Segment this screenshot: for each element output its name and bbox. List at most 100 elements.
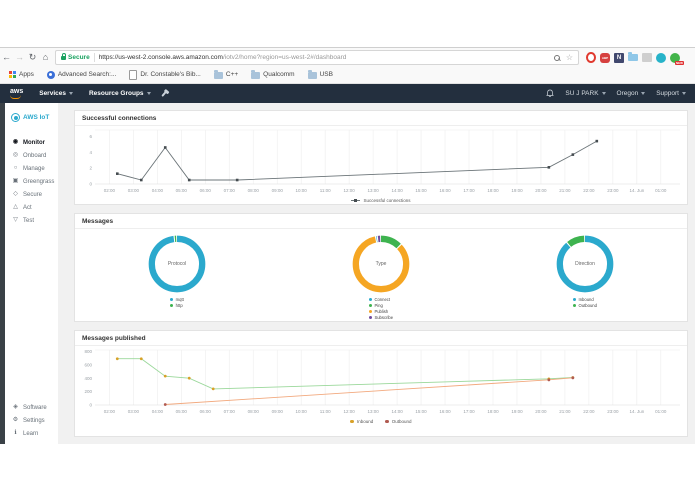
x-tick-label: 01:00	[655, 188, 667, 193]
protocol-donut-label: Protocol	[167, 261, 187, 267]
reload-icon[interactable]: ↻	[28, 52, 37, 62]
zoom-icon[interactable]	[553, 54, 560, 61]
manage-icon: ○	[13, 165, 18, 171]
sidebar-item-software[interactable]: ◈ Software	[5, 401, 58, 414]
type-donut-legend: Connect Ping Publish Subscribe	[368, 297, 393, 320]
address-bar[interactable]: Secure https://us-west-2.console.aws.ama…	[55, 50, 579, 65]
legend-item: Connect	[368, 297, 393, 302]
legend-item: Outbound	[385, 419, 412, 424]
x-tick-label: 12:00	[344, 409, 356, 414]
forward-icon[interactable]: →	[15, 52, 24, 62]
teal-circle-extension-icon[interactable]	[656, 52, 666, 63]
services-menu[interactable]: Services	[39, 90, 73, 97]
sidebar-item-greengrass[interactable]: ▣ Greengrass	[5, 175, 58, 188]
bookmark-label: Advanced Search:...	[57, 71, 117, 78]
folder-extension-icon[interactable]	[628, 52, 638, 63]
legend-item: Successful connections	[351, 198, 411, 203]
aws-logo[interactable]: aws	[10, 87, 24, 99]
x-tick-label: 14:00	[391, 188, 403, 193]
x-tick-label: 23:00	[607, 409, 619, 414]
x-tick-label: 08:00	[248, 188, 260, 193]
legend-item: http	[170, 303, 184, 308]
connections-legend: Successful connections	[75, 195, 687, 206]
x-tick-label: 21:00	[559, 188, 571, 193]
aws-logo-text: aws	[10, 87, 24, 95]
y-tick-label: 200	[84, 389, 92, 394]
x-tick-label: 09:00	[272, 188, 284, 193]
red-ring-extension-icon[interactable]	[586, 52, 596, 63]
legend-dot-icon	[368, 316, 372, 319]
x-tick-label: 13:00	[367, 409, 379, 414]
y-tick-label: 2	[89, 166, 92, 171]
line-marker-icon	[351, 199, 361, 202]
legend-dot-icon	[573, 304, 577, 307]
legend-label: Inbound	[578, 297, 594, 302]
iot-sidebar: AWS IoT ◉ Monitor ◎ Onboard ○ Manage ▣ Green…	[5, 103, 58, 444]
legend-label: Outbound	[391, 419, 412, 424]
sidebar-item-learn[interactable]: ℹ Learn	[5, 427, 58, 440]
legend-item: Inbound	[573, 297, 597, 302]
x-tick-label: 07:00	[224, 188, 236, 193]
x-tick-label: 11:00	[320, 188, 331, 193]
bookmark-dr-constable[interactable]: Dr. Constable's Bib...	[129, 69, 201, 80]
legend-label: Publish	[374, 309, 389, 314]
folder-icon	[251, 69, 261, 79]
region-menu[interactable]: Oregon	[617, 90, 646, 97]
sidebar-item-secure[interactable]: ◇ Secure	[5, 188, 58, 201]
bookmark-folder-usb[interactable]: USB	[307, 69, 333, 79]
support-menu[interactable]: Support	[656, 90, 686, 97]
sidebar-item-manage[interactable]: ○ Manage	[5, 162, 58, 175]
aws-navbar: aws Services Resource Groups SU J PARK O…	[0, 84, 695, 103]
back-icon[interactable]: ←	[2, 52, 11, 62]
bookmark-star-icon[interactable]: ☆	[565, 52, 573, 62]
protocol-donut-cell: Protocol mqtt http	[97, 233, 257, 320]
legend-label: Connect	[374, 297, 391, 302]
page-icon	[129, 69, 138, 80]
user-menu[interactable]: SU J PARK	[565, 90, 606, 97]
direction-donut-legend: Inbound Outbound	[573, 297, 597, 308]
x-tick-label: 04:00	[152, 409, 164, 414]
legend-item: Publish	[368, 309, 393, 314]
browser-toolbar: ← → ↻ ⌂ Secure https://us-west-2.console…	[0, 47, 695, 67]
green-circle-extension-icon[interactable]: NEW	[670, 52, 684, 65]
pin-icon[interactable]	[160, 90, 167, 97]
bookmark-folder-qualcomm[interactable]: Qualcomm	[251, 69, 295, 79]
badge-icon	[46, 70, 55, 79]
sidebar-item-act[interactable]: △ Act	[5, 201, 58, 214]
y-tick-label: 0	[89, 182, 92, 187]
sidebar-item-onboard[interactable]: ◎ Onboard	[5, 149, 58, 162]
donut-row: Protocol mqtt http Type Connect Ping Publis…	[75, 229, 687, 320]
sidebar-footer: ◈ Software ⚙ Settings ℹ Learn	[5, 401, 58, 440]
sidebar-item-test[interactable]: ▽ Test	[5, 214, 58, 227]
adblock-extension-icon[interactable]: ABP	[600, 52, 610, 63]
bookmark-advanced-search[interactable]: Advanced Search:...	[46, 70, 117, 79]
resource-groups-menu[interactable]: Resource Groups	[89, 90, 151, 97]
data-point	[595, 139, 599, 143]
note-clipper-extension-icon[interactable]: N	[614, 52, 624, 63]
region-label: Oregon	[616, 90, 639, 97]
connections-panel: Successful connections 02:00 03:00 04:00 05…	[74, 110, 688, 205]
legend-dot-icon	[170, 298, 174, 301]
bookmark-label: C++	[225, 71, 239, 78]
home-icon[interactable]: ⌂	[42, 52, 49, 62]
apps-shortcut[interactable]: Apps	[9, 71, 34, 78]
x-tick-label: 09:00	[272, 409, 284, 414]
folder-icon	[307, 69, 317, 79]
x-tick-label: 18:00	[487, 188, 499, 193]
x-tick-label: 05:00	[176, 188, 188, 193]
greengrass-icon: ▣	[12, 178, 19, 184]
series-line	[165, 377, 573, 405]
protocol-donut-legend: mqtt http	[170, 297, 184, 308]
bell-icon[interactable]	[546, 89, 555, 98]
act-icon: △	[13, 204, 18, 210]
folder-icon	[213, 69, 223, 79]
sidebar-item-monitor[interactable]: ◉ Monitor	[5, 136, 58, 149]
bookmark-folder-cpp[interactable]: C++	[213, 69, 239, 79]
donut-slice-inbound	[556, 235, 614, 293]
onboard-icon: ◎	[12, 152, 19, 158]
y-tick-label: 800	[84, 349, 92, 354]
legend-label: mqtt	[175, 297, 184, 302]
sidebar-item-label: Software	[23, 404, 47, 411]
gray-extension-icon[interactable]	[642, 53, 652, 63]
sidebar-item-settings[interactable]: ⚙ Settings	[5, 414, 58, 427]
